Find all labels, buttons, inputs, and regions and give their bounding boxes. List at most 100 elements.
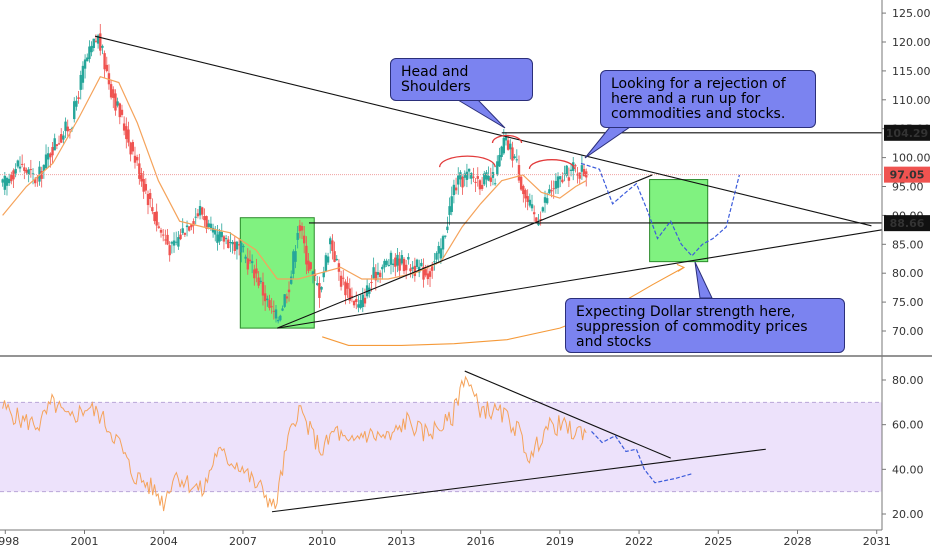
candle-body [359, 300, 362, 309]
candle-body [175, 241, 178, 243]
candle-body [196, 213, 200, 217]
candle-body [576, 173, 579, 176]
candle-body [457, 175, 460, 185]
candle-body [44, 154, 48, 169]
price-label: 104.29 [886, 127, 928, 140]
candle-body [192, 221, 195, 226]
candle-body [135, 157, 139, 161]
candle-body [190, 224, 193, 228]
candle-body [20, 163, 24, 165]
candle-body [118, 103, 121, 118]
candle-body [402, 258, 406, 272]
candle-body [407, 256, 410, 260]
rsi-y-tick-label: 60.00 [892, 419, 924, 432]
candle-body [229, 242, 232, 244]
price-label: 97.05 [890, 169, 925, 182]
price-label-bg [884, 166, 930, 183]
y-tick-label: 75.00 [892, 296, 924, 309]
rsi-band [0, 402, 882, 492]
candle-body [244, 256, 247, 259]
candle-body [133, 155, 137, 163]
candle-body [270, 306, 273, 308]
y-tick-label: 110.00 [892, 94, 931, 107]
candle-body [517, 165, 521, 181]
candle-body [500, 146, 503, 157]
candle-body [376, 272, 380, 275]
candle-body [177, 237, 180, 247]
candle-body [478, 180, 482, 190]
head-shoulders-callout: Head and Shoulders [390, 58, 533, 101]
candle-body [454, 187, 458, 191]
candle-body [272, 310, 276, 312]
candle-body [556, 176, 560, 188]
candle-body [51, 147, 54, 156]
candle-body [10, 174, 13, 182]
y-tick-label: 85.00 [892, 238, 924, 251]
candle-body [3, 175, 7, 190]
y-tick-label: 70.00 [892, 325, 924, 338]
candle-body [298, 225, 302, 232]
candle-body [483, 173, 486, 185]
candle-body [480, 184, 484, 189]
y-tick-label: 120.00 [892, 36, 931, 49]
candle-body [552, 188, 555, 190]
candle-body [398, 258, 401, 271]
candle-body [428, 271, 432, 277]
candle-body [127, 129, 130, 143]
candle-body [283, 294, 286, 307]
candle-body [5, 177, 9, 186]
candle-body [125, 126, 128, 140]
candle-body [103, 53, 106, 70]
x-tick-label: 2001 [71, 535, 99, 548]
candle-body [153, 211, 156, 222]
candle-body [96, 35, 100, 44]
candle-body [172, 240, 176, 246]
candle-body [424, 269, 427, 276]
candle-body [387, 264, 391, 266]
candle-body [47, 153, 50, 160]
candle-body [433, 261, 436, 263]
candle-body [361, 294, 364, 308]
candle-body [181, 228, 184, 234]
trend-line-1 [94, 35, 872, 227]
candle-body [7, 178, 11, 184]
candle-body [504, 135, 508, 141]
candle-body [316, 283, 319, 285]
candle-body [90, 45, 93, 53]
candle-body [29, 169, 33, 171]
candle-body [461, 176, 464, 188]
candle-body [519, 176, 523, 190]
candle-body [420, 262, 423, 267]
candle-body [274, 309, 278, 319]
candle-body [42, 164, 46, 172]
orange-curve [322, 266, 685, 346]
candle-body [36, 177, 39, 179]
price-label: 88.66 [890, 217, 925, 230]
candle-body [148, 193, 152, 200]
candle-body [383, 260, 386, 268]
candle-body [159, 229, 163, 233]
candle-body [198, 206, 202, 216]
candle-body [170, 242, 174, 244]
candle-body [511, 147, 514, 161]
candle-body [166, 234, 169, 245]
y-tick-label: 100.00 [892, 152, 931, 165]
candle-body [530, 204, 534, 209]
candle-body [57, 143, 61, 145]
candle-body [92, 38, 95, 48]
candle-body [580, 165, 584, 172]
shoulder-arc-3 [528, 159, 576, 170]
candle-body [40, 171, 43, 179]
candle-body [307, 260, 310, 271]
x-tick-label: 2022 [625, 535, 653, 548]
candle-body [574, 165, 577, 167]
candle-body [144, 184, 148, 191]
candle-body [389, 252, 393, 265]
candle-body [561, 179, 564, 183]
candle-body [409, 268, 412, 272]
price-label-bg [884, 215, 930, 232]
orange-curve-arrow [676, 263, 686, 272]
trend-line-2 [277, 174, 653, 329]
